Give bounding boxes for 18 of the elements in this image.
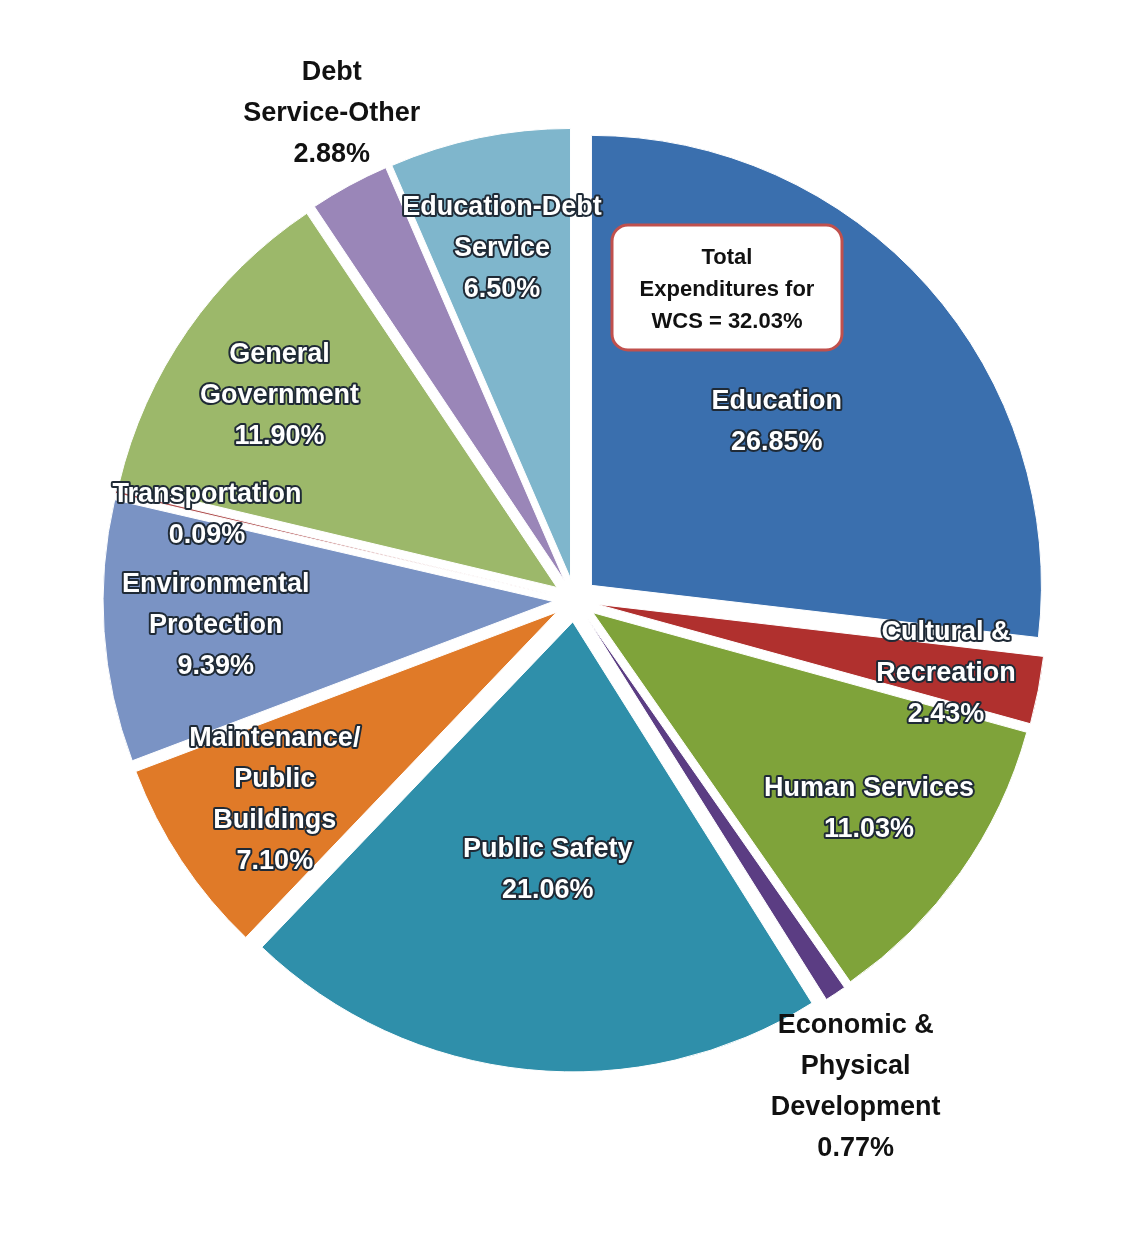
data-label: 21.06% — [501, 874, 594, 905]
slice-label: Economic & Physical Development — [770, 1009, 941, 1122]
slice-label: Education — [711, 384, 842, 415]
slice-label: Environmental Protection — [122, 568, 310, 640]
text: Total Expenditures for WCS = 32.03% — [639, 243, 815, 333]
data-label: 11.90% — [234, 420, 325, 451]
data-label: 26.85% — [730, 425, 823, 456]
data-label: 2.88% — [293, 138, 370, 169]
slice-label: Debt Service-Other — [243, 56, 421, 128]
data-label: 0.09% — [168, 518, 246, 549]
data-label: 6.50% — [463, 273, 541, 304]
slice-label: Human Services — [763, 772, 974, 803]
slice-label: Public Safety — [462, 833, 633, 864]
data-label: 7.10% — [236, 845, 314, 876]
data-label: 0.77% — [817, 1132, 894, 1163]
slice-label: General Government — [199, 338, 359, 410]
data-label: 9.39% — [177, 650, 255, 681]
data-label: 11.03% — [823, 813, 914, 844]
